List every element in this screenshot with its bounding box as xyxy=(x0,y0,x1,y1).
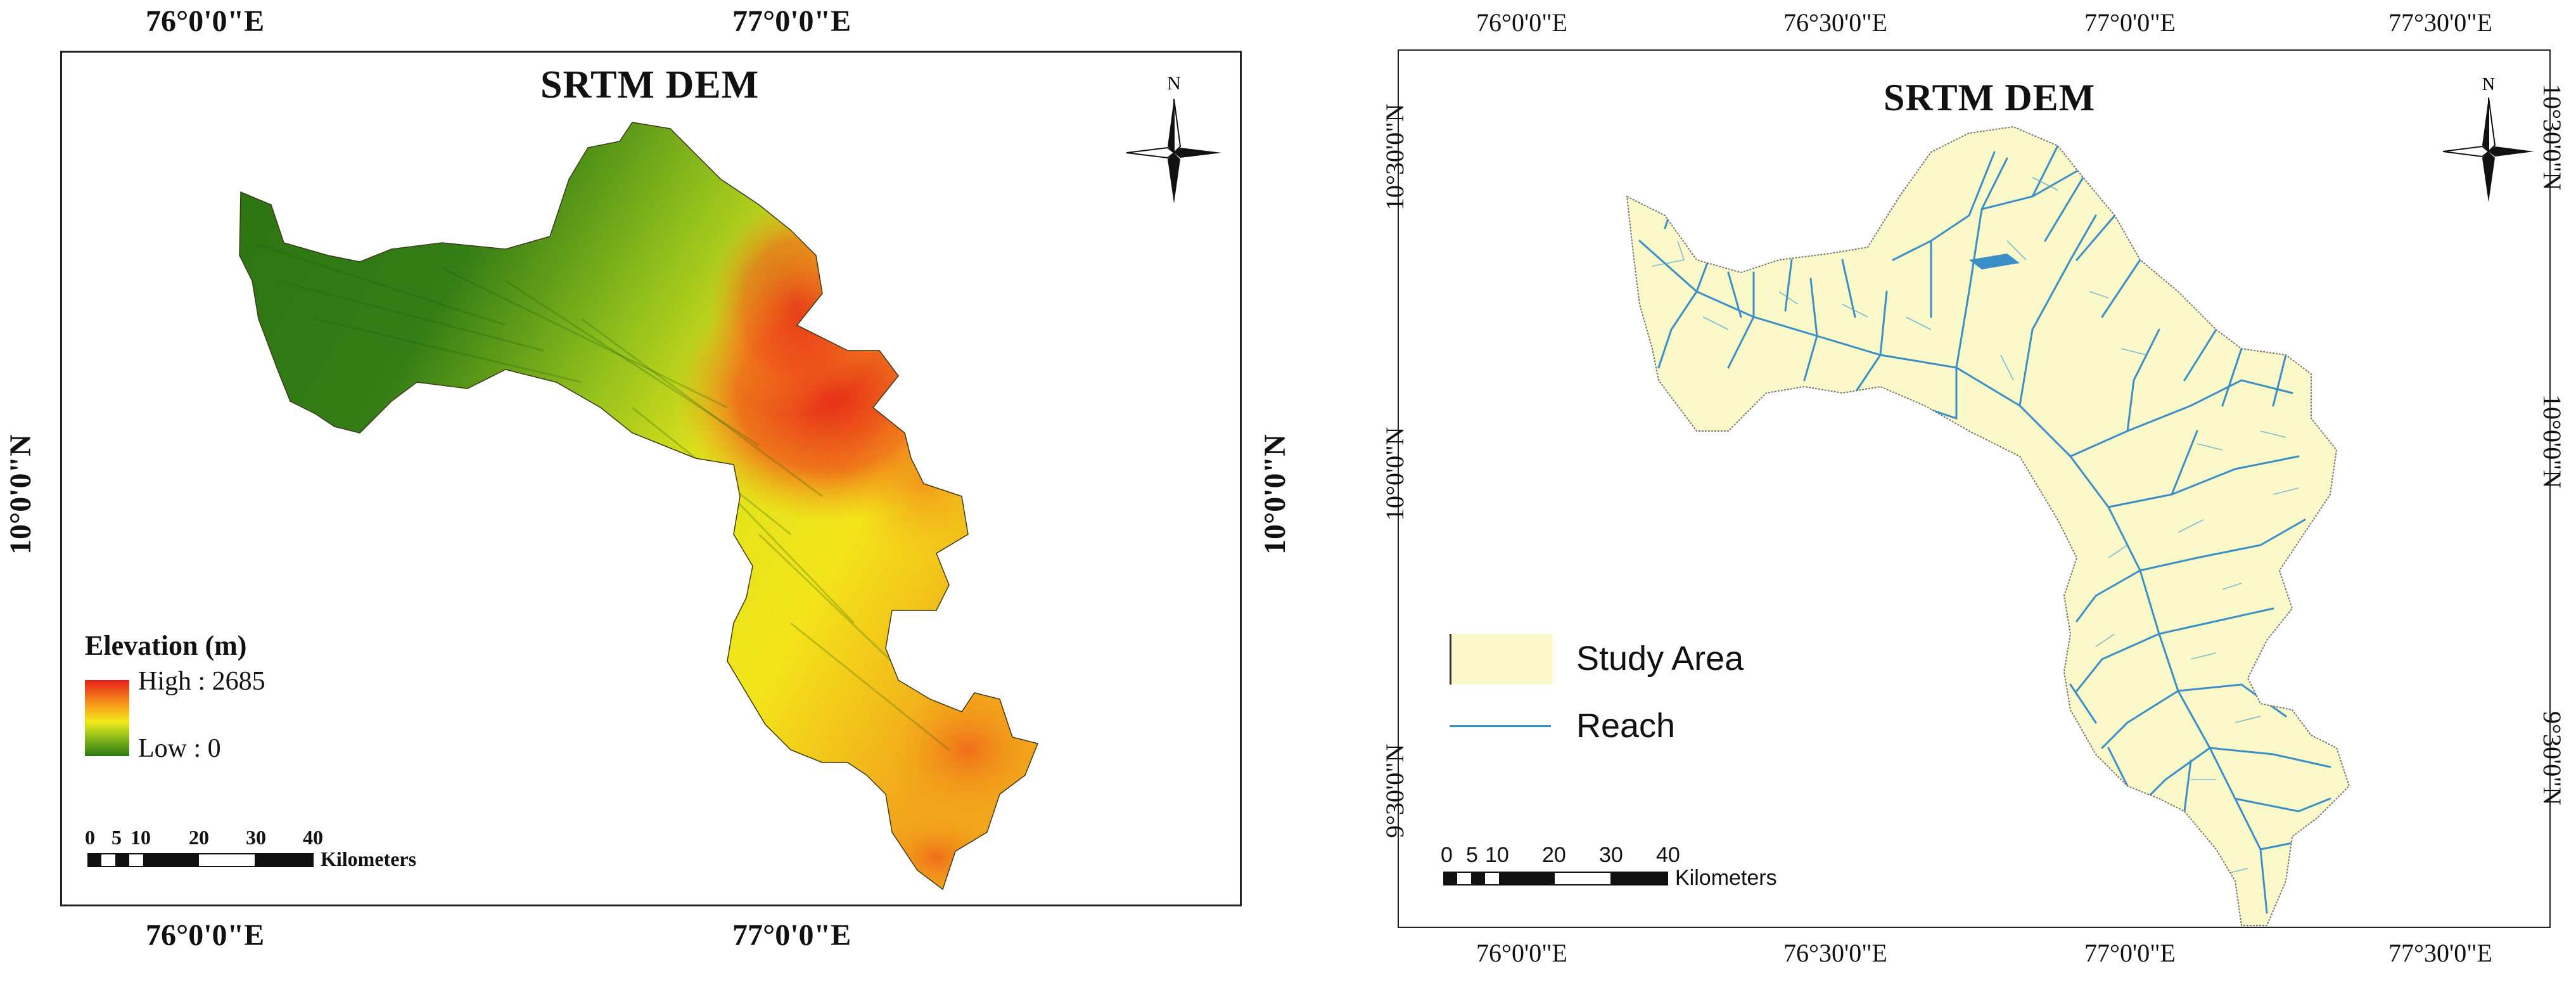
right-tick-label-wrap: 9°30'0"N xyxy=(2538,711,2567,838)
legend-high-label: High : 2685 xyxy=(138,667,265,696)
elevation-map xyxy=(239,122,1038,890)
north-arrow: N xyxy=(2438,72,2539,205)
map-title: SRTM DEM xyxy=(540,63,760,106)
scale-unit: Kilometers xyxy=(1675,866,1777,890)
study-area-swatch xyxy=(1450,634,1553,685)
drainage-map xyxy=(1626,126,2350,926)
compass-icon: N xyxy=(1126,73,1221,203)
top-tick-label: 77°30'0"E xyxy=(2388,8,2492,37)
right-tick-label-wrap: 10°30'0"N xyxy=(2538,84,2567,210)
scale-number: 20 xyxy=(189,826,209,849)
dem-map-panel: 76°0'0"E 77°0'0"E xyxy=(0,0,1292,985)
map-frame: SRTM DEM N Study Area Reach 0 5 10 20 30… xyxy=(1398,49,2551,928)
legend-reach-label: Reach xyxy=(1576,707,1676,745)
right-tick-label: 10°0'0"N xyxy=(2538,394,2566,489)
study-area-basin xyxy=(1627,127,2349,925)
scale-number: 5 xyxy=(112,826,122,849)
bottom-tick-label: 76°0'0"E xyxy=(1476,939,1567,967)
compass-icon: N xyxy=(2442,75,2534,202)
left-tick-label-wrap: 9°30'0"N xyxy=(1380,711,1409,838)
legend-low-label: Low : 0 xyxy=(138,734,221,763)
left-tick-label-wrap: 10°0'0"N xyxy=(1380,394,1409,521)
bottom-tick-label: 76°0'0"E xyxy=(146,918,265,952)
scale-number: 0 xyxy=(1441,843,1453,867)
top-tick-label: 77°0'0"E xyxy=(2084,8,2176,37)
top-tick-label: 76°0'0"E xyxy=(146,4,265,38)
map-title: SRTM DEM xyxy=(1884,77,2096,119)
left-tick-label: 9°30'0"N xyxy=(1380,744,1409,838)
right-tick-label: 9°30'0"N xyxy=(2538,711,2566,806)
scale-unit: Kilometers xyxy=(321,847,417,870)
scale-bar xyxy=(1443,872,1668,885)
drainage-map-panel: 76°0'0"E 76°30'0"E 77°0'0"E 77°30'0"E xyxy=(1368,0,2576,985)
scale-number: 30 xyxy=(246,826,266,849)
reservoir xyxy=(1969,254,2020,269)
scale-number: 30 xyxy=(1599,843,1623,867)
basin-elevation xyxy=(239,122,1038,889)
bottom-tick-label: 77°0'0"E xyxy=(2084,939,2176,967)
left-tick-label: 10°0'0"N xyxy=(4,434,37,555)
scale-number: 0 xyxy=(85,826,95,849)
scale-number: 40 xyxy=(303,826,323,849)
right-tick-label-wrap: 10°0'0"N xyxy=(2538,394,2567,521)
top-tick-label: 76°30'0"E xyxy=(1783,8,1887,37)
reach-swatch xyxy=(1450,725,1551,727)
right-tick-label-wrap: 10°0'0"N xyxy=(1258,390,1292,555)
right-tick-label: 10°30'0"N xyxy=(2538,84,2566,191)
north-letter: N xyxy=(2482,75,2495,94)
north-letter: N xyxy=(1167,73,1181,94)
elevation-color-ramp xyxy=(85,680,129,756)
right-tick-label: 10°0'0"N xyxy=(1258,434,1292,555)
top-tick-label: 77°0'0"E xyxy=(732,4,851,38)
reach-network xyxy=(1638,145,2331,914)
legend-study-area-label: Study Area xyxy=(1576,640,1744,678)
scale-bar xyxy=(87,853,314,867)
scale-number: 10 xyxy=(131,826,151,849)
left-tick-label: 10°30'0"N xyxy=(1380,103,1409,210)
bottom-tick-label: 77°0'0"E xyxy=(732,918,851,952)
left-tick-label-wrap: 10°0'0"N xyxy=(3,390,37,555)
map-frame: SRTM DEM N Elevation (m) High : 2685 Low… xyxy=(60,51,1242,906)
scale-number: 5 xyxy=(1466,843,1478,867)
bottom-tick-label: 77°30'0"E xyxy=(2388,939,2492,967)
top-tick-label: 76°0'0"E xyxy=(1476,8,1567,37)
bottom-tick-label: 76°30'0"E xyxy=(1783,939,1887,967)
north-arrow: N xyxy=(1120,70,1228,210)
left-tick-label: 10°0'0"N xyxy=(1380,427,1409,521)
scale-number: 10 xyxy=(1485,843,1509,867)
left-tick-label-wrap: 10°30'0"N xyxy=(1380,84,1409,210)
scale-number: 20 xyxy=(1542,843,1566,867)
scale-number: 40 xyxy=(1656,843,1680,867)
legend-title: Elevation (m) xyxy=(85,630,247,661)
